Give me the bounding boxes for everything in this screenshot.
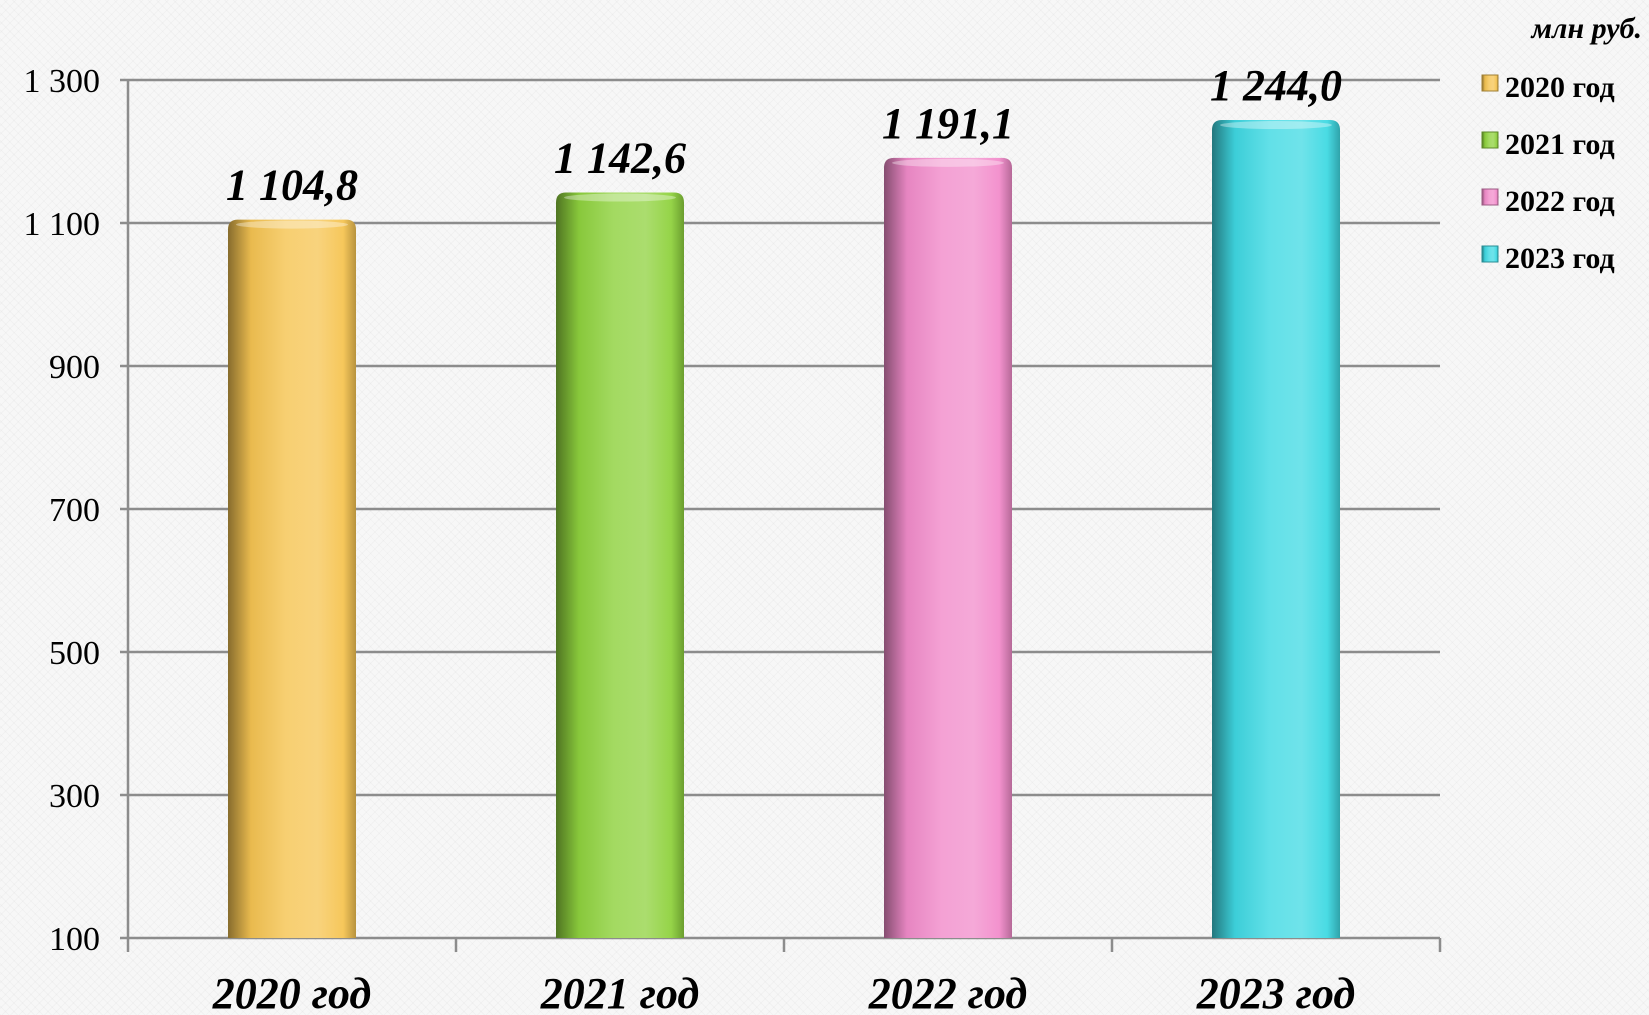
legend-label: 2022 год <box>1505 185 1615 218</box>
data-label: 1 244,0 <box>1210 61 1342 110</box>
data-label: 1 191,1 <box>882 99 1014 148</box>
legend-label: 2020 год <box>1505 71 1615 104</box>
x-category-label: 2020 год <box>212 969 372 1015</box>
legend-swatch <box>1481 131 1499 149</box>
bar <box>556 192 684 938</box>
bar <box>884 157 1012 938</box>
bar-highlight <box>236 220 348 229</box>
bar-highlight <box>564 193 676 202</box>
legend-label: 2023 год <box>1505 242 1615 275</box>
legend-swatch <box>1481 188 1499 206</box>
legend-label: 2021 год <box>1505 128 1615 161</box>
data-label: 1 104,8 <box>226 161 358 210</box>
x-category-label: 2022 год <box>868 969 1028 1015</box>
x-category-label: 2021 год <box>540 969 700 1015</box>
bar <box>228 219 356 938</box>
legend-swatch <box>1481 74 1499 92</box>
bar <box>1212 120 1340 939</box>
y-tick-label: 900 <box>49 349 100 386</box>
y-tick-label: 1 300 <box>24 63 101 100</box>
legend-swatch <box>1481 245 1499 263</box>
y-tick-label: 1 100 <box>24 206 101 243</box>
bars <box>228 120 1340 939</box>
data-label: 1 142,6 <box>554 134 686 183</box>
unit-label: млн руб. <box>1530 12 1643 45</box>
y-tick-label: 300 <box>49 778 100 815</box>
labels: 100 300 500 700 900 1 100 1 300 1 104,8 2020 год… <box>24 61 1356 1015</box>
bar-highlight <box>892 158 1004 167</box>
bar-highlight <box>1220 121 1332 130</box>
x-category-label: 2023 год <box>1196 969 1356 1015</box>
legend: 2020 год 2021 год 2022 год 2023 год <box>1481 71 1615 275</box>
y-tick-label: 500 <box>49 635 100 672</box>
axes <box>126 80 1442 952</box>
y-tick-label: 700 <box>49 492 100 529</box>
y-tick-label: 100 <box>49 921 100 958</box>
